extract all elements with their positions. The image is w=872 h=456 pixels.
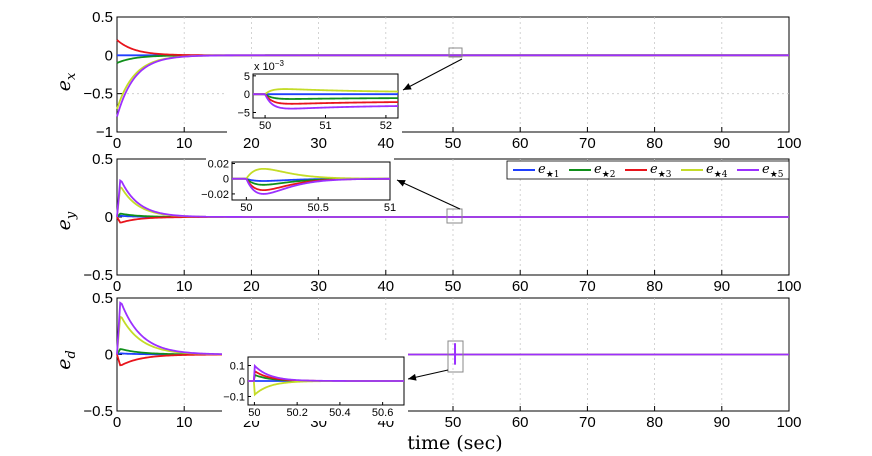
inset-series-line-3 (253, 93, 398, 105)
x-tick-label: 50 (445, 135, 462, 152)
inset-y-tick-label: 0.1 (230, 361, 245, 373)
y-tick-label: 0 (105, 47, 113, 64)
x-tick-label: 90 (713, 135, 730, 152)
x-tick-label: 70 (579, 135, 596, 152)
y-tick-label: −0.5 (83, 86, 113, 103)
series-line-5 (116, 54, 789, 117)
zoom-box (446, 208, 463, 224)
inset-series-line-5 (253, 93, 399, 110)
inset-3: 50 50.2 50.4 50.6 −0.1 0 0.1 (222, 343, 408, 421)
y-tick-label: −0.5 (83, 267, 113, 284)
y-axis-label: ed (53, 350, 79, 370)
x-tick-label: 40 (377, 278, 394, 295)
inset-x-tick-label: 50.2 (286, 407, 307, 419)
y-tick-label: −1 (96, 124, 113, 141)
inset-1: 50 51 52 −5 0 5 x 10−3 (227, 59, 402, 134)
inset-y-tick-label: 0.02 (208, 159, 229, 171)
y-axis-label: ey (53, 211, 79, 230)
x-tick-label: 20 (243, 135, 260, 152)
legend-entry-1: e★1 (538, 162, 560, 180)
inset-plot-area (252, 73, 399, 119)
x-tick-label: 70 (579, 278, 596, 295)
y-axis-label: ex (53, 72, 79, 91)
inset-x-tick-label: 51 (319, 120, 331, 132)
x-tick-label: 40 (377, 135, 394, 152)
x-tick-label: 10 (176, 135, 193, 152)
x-tick-label: 100 (776, 278, 801, 295)
y-tick-label: 0 (105, 209, 113, 226)
inset-y-tick-label: −0.1 (223, 391, 245, 403)
plot-area (116, 16, 790, 133)
inset-x-tick-label: 50 (240, 202, 252, 214)
x-tick-label: 0 (113, 414, 121, 431)
x-tick-label: 10 (176, 278, 193, 295)
legend-entry-2: e★2 (594, 162, 616, 180)
x-tick-label: 90 (713, 414, 730, 431)
zoom-arrow-head (408, 373, 417, 381)
zoom-arrow (396, 179, 461, 210)
inset-series-line-2 (253, 93, 398, 100)
inset-x-tick-label: 50.5 (307, 202, 328, 214)
x-tick-label: 60 (512, 135, 529, 152)
inset-x-tick-label: 51 (384, 202, 396, 214)
inset-2: 50 50.5 51 −0.02 0 0.02 (201, 148, 396, 216)
inset-x-tick-label: 50 (259, 120, 271, 132)
y-tick-label: 0.5 (92, 290, 113, 307)
x-tick-label: 0 (113, 135, 121, 152)
x-tick-label: 100 (776, 135, 801, 152)
x-tick-label: 80 (646, 135, 663, 152)
inset-series-line-5 (232, 177, 391, 195)
legend: e★1 e★2 e★3 e★4 e★5 (506, 160, 790, 180)
x-tick-label: 60 (512, 278, 529, 295)
legend-entry-3: e★3 (650, 162, 672, 180)
series-line-5 (116, 178, 789, 218)
inset-y-tick-label: 0 (244, 89, 250, 101)
inset-y-tick-label: 0 (223, 174, 229, 186)
y-tick-label: −0.5 (83, 403, 113, 420)
inset-series-line-4 (253, 88, 399, 96)
legend-entry-5: e★5 (762, 162, 784, 180)
y-tick-label: 0 (105, 347, 113, 364)
x-tick-label: 50 (445, 278, 462, 295)
y-tick-label: 0.5 (92, 151, 113, 168)
inset-series-line-5 (248, 363, 404, 382)
zoom-arrow-head (403, 83, 412, 90)
x-tick-label: 100 (776, 414, 801, 431)
inset-y-tick-label: 5 (244, 71, 250, 83)
zoom-arrow-head (397, 180, 406, 187)
inset-x-tick-label: 50.6 (372, 407, 393, 419)
x-tick-label: 80 (646, 278, 663, 295)
x-tick-label: 10 (176, 414, 193, 431)
x-tick-label: 0 (113, 278, 121, 295)
inset-y-tick-label: −5 (237, 108, 250, 120)
x-tick-label: 70 (579, 414, 596, 431)
zoom-box (447, 340, 464, 373)
zoom-arrow (402, 58, 463, 91)
inset-y-tick-label: −0.02 (201, 189, 229, 201)
x-tick-label: 30 (310, 135, 327, 152)
x-tick-label: 30 (310, 278, 327, 295)
inset-x-tick-label: 50 (248, 407, 260, 419)
zoom-box (448, 47, 463, 58)
legend-box (506, 160, 790, 180)
legend-entry-4: e★4 (706, 162, 728, 180)
x-tick-label: 50 (445, 414, 462, 431)
x-axis-label: time (sec) (407, 432, 502, 454)
x-tick-label: 60 (512, 414, 529, 431)
y-tick-label: 0.5 (92, 9, 113, 26)
x-tick-label: 90 (713, 278, 730, 295)
inset-y-tick-label: 0 (239, 376, 245, 388)
inset-scale-label: x 10−3 (254, 59, 284, 73)
inset-x-tick-label: 50.4 (329, 407, 350, 419)
x-tick-label: 80 (646, 414, 663, 431)
x-tick-label: 20 (243, 278, 260, 295)
inset-x-tick-label: 52 (380, 120, 392, 132)
